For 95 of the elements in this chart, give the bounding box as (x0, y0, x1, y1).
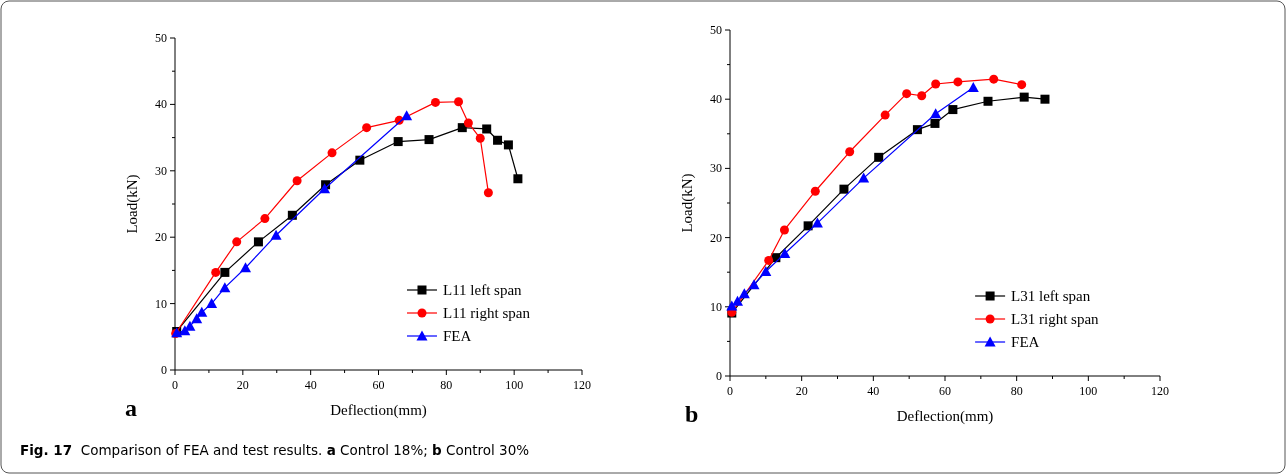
point (270, 229, 282, 240)
x-tick-label: 120 (1151, 384, 1169, 398)
point (206, 298, 218, 309)
point (948, 105, 958, 115)
point (930, 118, 940, 128)
point (726, 300, 738, 311)
y-tick-label: 20 (710, 230, 722, 245)
y-axis-title: Load(kN) (679, 173, 696, 233)
point (845, 147, 855, 157)
point (219, 282, 231, 293)
point (292, 176, 302, 186)
point (967, 81, 979, 92)
legend-label: L11 left span (442, 282, 523, 298)
point (424, 135, 434, 145)
point (764, 255, 774, 265)
point (232, 237, 242, 247)
point (810, 186, 820, 196)
x-tick-label: 60 (939, 384, 951, 398)
y-tick-label: 0 (161, 363, 167, 377)
point (902, 89, 912, 99)
point (931, 79, 941, 89)
x-tick-label: 120 (573, 378, 591, 392)
x-tick-label: 100 (505, 378, 524, 392)
point (327, 148, 337, 158)
point (393, 137, 403, 147)
point (1017, 80, 1027, 90)
y-tick-label: 10 (710, 299, 722, 314)
y-tick-label: 30 (710, 161, 722, 176)
point (211, 267, 221, 277)
text: b (685, 401, 699, 427)
point (253, 237, 263, 247)
point (738, 288, 750, 299)
x-tick-label: 20 (795, 384, 808, 398)
y-tick-label: 20 (155, 230, 167, 245)
x-tick-label: 40 (867, 384, 880, 398)
point (803, 221, 813, 231)
x-tick-label: 20 (236, 378, 249, 392)
point (287, 210, 297, 220)
y-tick-label: 40 (710, 92, 722, 107)
x-axis-title: Deflection(mm) (330, 402, 427, 419)
point (483, 188, 493, 198)
y-tick-label: 50 (710, 23, 722, 37)
point (493, 135, 503, 145)
y-axis-title: Load(kN) (124, 174, 141, 234)
point (463, 118, 473, 128)
point (989, 74, 999, 84)
point (811, 217, 823, 228)
x-tick-label: 40 (304, 378, 317, 392)
point (839, 184, 849, 194)
x-tick-label: 100 (1079, 384, 1098, 398)
point (362, 123, 372, 133)
x-tick-label: 80 (440, 378, 453, 392)
caption: Fig. 17 Comparison of FEA and test results. a Control 18%; b Control 30% (20, 442, 530, 458)
point (430, 97, 440, 107)
point (260, 214, 270, 224)
point (503, 140, 513, 150)
y-tick-label: 40 (155, 97, 167, 112)
point (983, 96, 993, 106)
x-tick-label: 0 (172, 378, 178, 392)
point (513, 174, 523, 184)
y-tick-label: 30 (155, 163, 167, 178)
y-tick-label: 0 (716, 369, 722, 383)
point (930, 108, 942, 119)
point (880, 110, 890, 120)
legend-label: L31 right span (1011, 311, 1100, 327)
legend-label: FEA (1011, 334, 1040, 350)
point (858, 172, 870, 183)
x-tick-label: 0 (727, 384, 733, 398)
point (917, 91, 927, 101)
point (953, 77, 963, 87)
point (196, 306, 208, 317)
point (732, 295, 744, 306)
point (760, 266, 772, 277)
point (874, 152, 884, 162)
y-tick-label: 50 (155, 31, 167, 45)
point (475, 133, 485, 143)
text: a (125, 395, 137, 421)
point (319, 183, 331, 194)
legend-label: FEA (442, 328, 472, 344)
point (779, 248, 791, 259)
point (779, 225, 789, 235)
point (482, 124, 492, 134)
x-tick-label: 80 (1010, 384, 1023, 398)
legend-label: L11 right span (442, 305, 531, 321)
x-tick-label: 60 (372, 378, 385, 392)
point (1019, 92, 1029, 102)
y-tick-label: 10 (155, 296, 167, 311)
legend-label: L31 left span (1011, 288, 1091, 304)
x-axis-title: Deflection(mm) (896, 408, 994, 425)
point (220, 267, 230, 277)
point (401, 110, 413, 121)
point (454, 97, 464, 107)
point (240, 262, 252, 273)
point (1040, 94, 1050, 104)
point (748, 279, 760, 290)
